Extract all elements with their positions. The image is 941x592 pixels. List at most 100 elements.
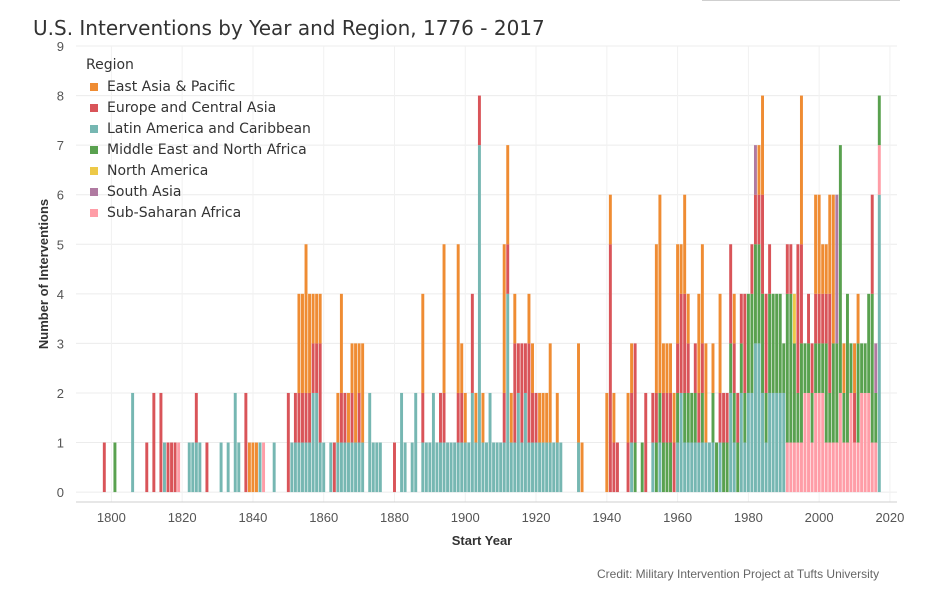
legend-swatch — [90, 166, 98, 175]
bar-segment — [690, 442, 694, 493]
legend-item[interactable]: South Asia — [86, 181, 311, 202]
bar-segment — [814, 293, 818, 344]
bar-segment — [651, 442, 655, 493]
legend-item[interactable]: Europe and Central Asia — [86, 97, 311, 118]
bar-segment — [311, 392, 315, 493]
legend-swatch — [90, 145, 98, 154]
bar-segment — [679, 244, 683, 294]
bar-segment — [506, 244, 510, 294]
x-tick-label: 1980 — [734, 510, 763, 525]
legend-item[interactable]: Middle East and North Africa — [86, 139, 311, 160]
legend-item[interactable]: East Asia & Pacific — [86, 76, 311, 97]
bar-segment — [456, 244, 460, 393]
bar-segment — [672, 392, 676, 443]
bar-segment — [545, 392, 549, 443]
bar-segment — [828, 442, 832, 493]
bar-segment — [739, 293, 743, 344]
bar-segment — [608, 194, 612, 245]
bar-segment — [782, 343, 786, 393]
bar-segment — [877, 194, 881, 493]
bar-segment — [516, 392, 520, 493]
bar-segment — [874, 442, 878, 493]
bar-segment — [485, 442, 488, 493]
bar-segment — [460, 392, 464, 443]
bar-segment — [608, 244, 612, 493]
x-tick-label: 1900 — [451, 510, 480, 525]
bar-segment — [470, 293, 474, 393]
chart-title: U.S. Interventions by Year and Region, 1… — [33, 16, 545, 40]
bar-segment — [163, 442, 166, 493]
bar-segment — [205, 442, 209, 493]
bar-segment — [308, 392, 312, 443]
bar-segment — [226, 442, 230, 493]
bar-segment — [421, 293, 425, 393]
bar-segment — [771, 293, 775, 393]
bar-segment — [739, 392, 743, 493]
y-tick-label: 1 — [57, 436, 64, 451]
bar-segment — [463, 392, 467, 443]
bar-segment — [502, 442, 506, 493]
bar-segment — [711, 392, 715, 443]
legend-label: South Asia — [107, 183, 182, 200]
bar-segment — [814, 343, 818, 393]
bar-segment — [669, 343, 672, 393]
bar-segment — [669, 442, 672, 493]
bar-segment — [633, 343, 637, 443]
bar-segment — [534, 392, 538, 443]
bar-segment — [665, 392, 669, 443]
bar-segment — [630, 343, 634, 393]
bar-segment — [301, 392, 304, 443]
bar-segment — [297, 392, 301, 443]
bar-segment — [693, 392, 697, 443]
bar-segment — [255, 442, 258, 493]
bar-segment — [442, 442, 446, 493]
bar-segment — [198, 442, 202, 493]
bar-segment — [145, 442, 149, 493]
legend-swatch — [90, 82, 98, 91]
bar-segment — [785, 244, 789, 294]
bar-segment — [856, 293, 860, 344]
bar-segment — [605, 392, 609, 493]
bar-segment — [711, 343, 715, 393]
bar-segment — [435, 442, 439, 493]
bar-segment — [424, 442, 428, 493]
bar-segment — [853, 343, 857, 393]
bar-segment — [676, 392, 680, 443]
x-tick-label: 2000 — [805, 510, 834, 525]
legend-item[interactable]: Sub-Saharan Africa — [86, 202, 311, 223]
legend-title: Region — [86, 57, 134, 73]
bar-segment — [792, 343, 796, 443]
bar-segment — [527, 442, 531, 493]
bar-segment — [831, 343, 835, 443]
y-tick-label: 9 — [57, 39, 64, 54]
bar-segment — [247, 442, 251, 493]
legend-item[interactable]: North America — [86, 160, 311, 181]
bar-segment — [810, 343, 814, 393]
bar-segment — [555, 442, 559, 493]
bar-segment — [789, 442, 793, 493]
bar-segment — [824, 293, 828, 344]
bar-segment — [410, 442, 414, 493]
bar-segment — [237, 442, 241, 493]
bar-segment — [704, 343, 708, 443]
bar-segment — [318, 442, 322, 493]
bar-segment — [442, 392, 446, 443]
bar-segment — [347, 392, 350, 443]
bar-segment — [807, 343, 810, 393]
bar-segment — [350, 442, 354, 493]
bar-segment — [817, 194, 821, 294]
bar-segment — [332, 442, 336, 493]
bar-segment — [877, 145, 881, 195]
bar-segment — [400, 392, 404, 493]
legend-item[interactable]: Latin America and Caribbean — [86, 118, 311, 139]
bar-segment — [817, 392, 821, 493]
bar-segment — [538, 392, 542, 443]
bar-segment — [700, 442, 704, 493]
bar-segment — [761, 95, 764, 195]
bar-segment — [290, 442, 294, 493]
bar-segment — [739, 343, 743, 393]
bar-segment — [548, 442, 552, 493]
bar-segment — [750, 244, 754, 294]
bar-segment — [824, 442, 828, 493]
bar-segment — [354, 343, 358, 443]
